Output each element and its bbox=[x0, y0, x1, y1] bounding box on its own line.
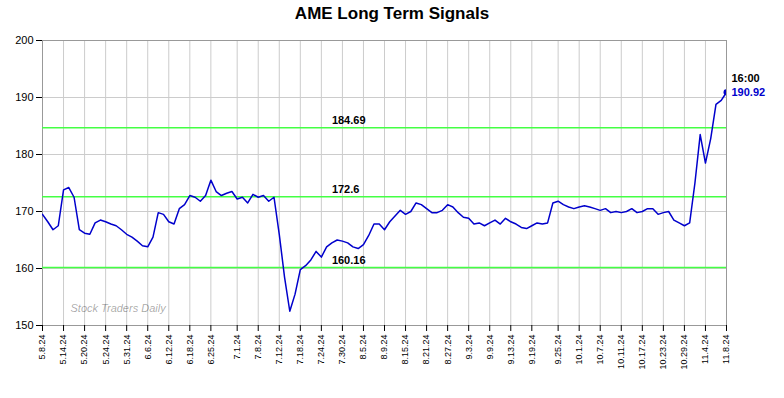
svg-text:5.14.24: 5.14.24 bbox=[58, 335, 68, 365]
svg-text:6.12.24: 6.12.24 bbox=[164, 335, 174, 365]
svg-text:7.18.24: 7.18.24 bbox=[295, 335, 305, 365]
svg-text:170: 170 bbox=[15, 205, 33, 217]
svg-text:7.8.24: 7.8.24 bbox=[253, 335, 263, 360]
svg-text:9.13.24: 9.13.24 bbox=[506, 335, 516, 365]
svg-text:10.1.24: 10.1.24 bbox=[574, 335, 584, 365]
svg-text:7.1.24: 7.1.24 bbox=[232, 335, 242, 360]
svg-text:7.24.24: 7.24.24 bbox=[316, 335, 326, 365]
svg-text:150: 150 bbox=[15, 319, 33, 331]
svg-text:9.9.24: 9.9.24 bbox=[485, 335, 495, 360]
svg-text:172.6: 172.6 bbox=[332, 183, 360, 195]
svg-text:11.4.24: 11.4.24 bbox=[700, 335, 710, 364]
svg-text:8.27.24: 8.27.24 bbox=[443, 335, 453, 365]
svg-text:190.92: 190.92 bbox=[732, 86, 766, 98]
svg-text:8.21.24: 8.21.24 bbox=[421, 335, 431, 365]
svg-text:6.25.24: 6.25.24 bbox=[206, 335, 216, 365]
svg-text:160: 160 bbox=[15, 262, 33, 274]
svg-text:5.8.24: 5.8.24 bbox=[37, 335, 47, 360]
svg-text:9.19.24: 9.19.24 bbox=[527, 335, 537, 365]
svg-text:9.25.24: 9.25.24 bbox=[553, 335, 563, 365]
svg-text:6.6.24: 6.6.24 bbox=[143, 335, 153, 360]
svg-text:10.11.24: 10.11.24 bbox=[616, 335, 626, 369]
svg-text:5.20.24: 5.20.24 bbox=[79, 335, 89, 365]
html-text:AME Long Term Signals: AME Long Term Signals bbox=[294, 4, 490, 23]
svg-text:190: 190 bbox=[15, 91, 33, 103]
svg-text:7.12.24: 7.12.24 bbox=[274, 335, 284, 365]
svg-text:7.30.24: 7.30.24 bbox=[337, 335, 347, 365]
svg-text:10.7.24: 10.7.24 bbox=[595, 335, 605, 365]
svg-text:184.69: 184.69 bbox=[332, 114, 366, 126]
svg-text:8.5.24: 8.5.24 bbox=[358, 335, 368, 360]
svg-text:10.23.24: 10.23.24 bbox=[658, 335, 668, 370]
svg-text:10.17.24: 10.17.24 bbox=[637, 335, 647, 370]
svg-text:Stock Traders Daily: Stock Traders Daily bbox=[71, 302, 168, 314]
svg-text:10.29.24: 10.29.24 bbox=[679, 335, 689, 370]
svg-text:5.24.24: 5.24.24 bbox=[101, 335, 111, 365]
svg-text:11.8.24: 11.8.24 bbox=[721, 335, 731, 364]
svg-text:6.18.24: 6.18.24 bbox=[185, 335, 195, 365]
svg-text:5.31.24: 5.31.24 bbox=[122, 335, 132, 365]
svg-text:8.15.24: 8.15.24 bbox=[400, 335, 410, 365]
svg-text:200: 200 bbox=[15, 34, 33, 46]
svg-text:16:00: 16:00 bbox=[732, 72, 760, 84]
svg-text:9.3.24: 9.3.24 bbox=[464, 335, 474, 360]
svg-text:180: 180 bbox=[15, 148, 33, 160]
svg-text:160.16: 160.16 bbox=[332, 254, 366, 266]
svg-text:8.9.24: 8.9.24 bbox=[379, 335, 389, 360]
